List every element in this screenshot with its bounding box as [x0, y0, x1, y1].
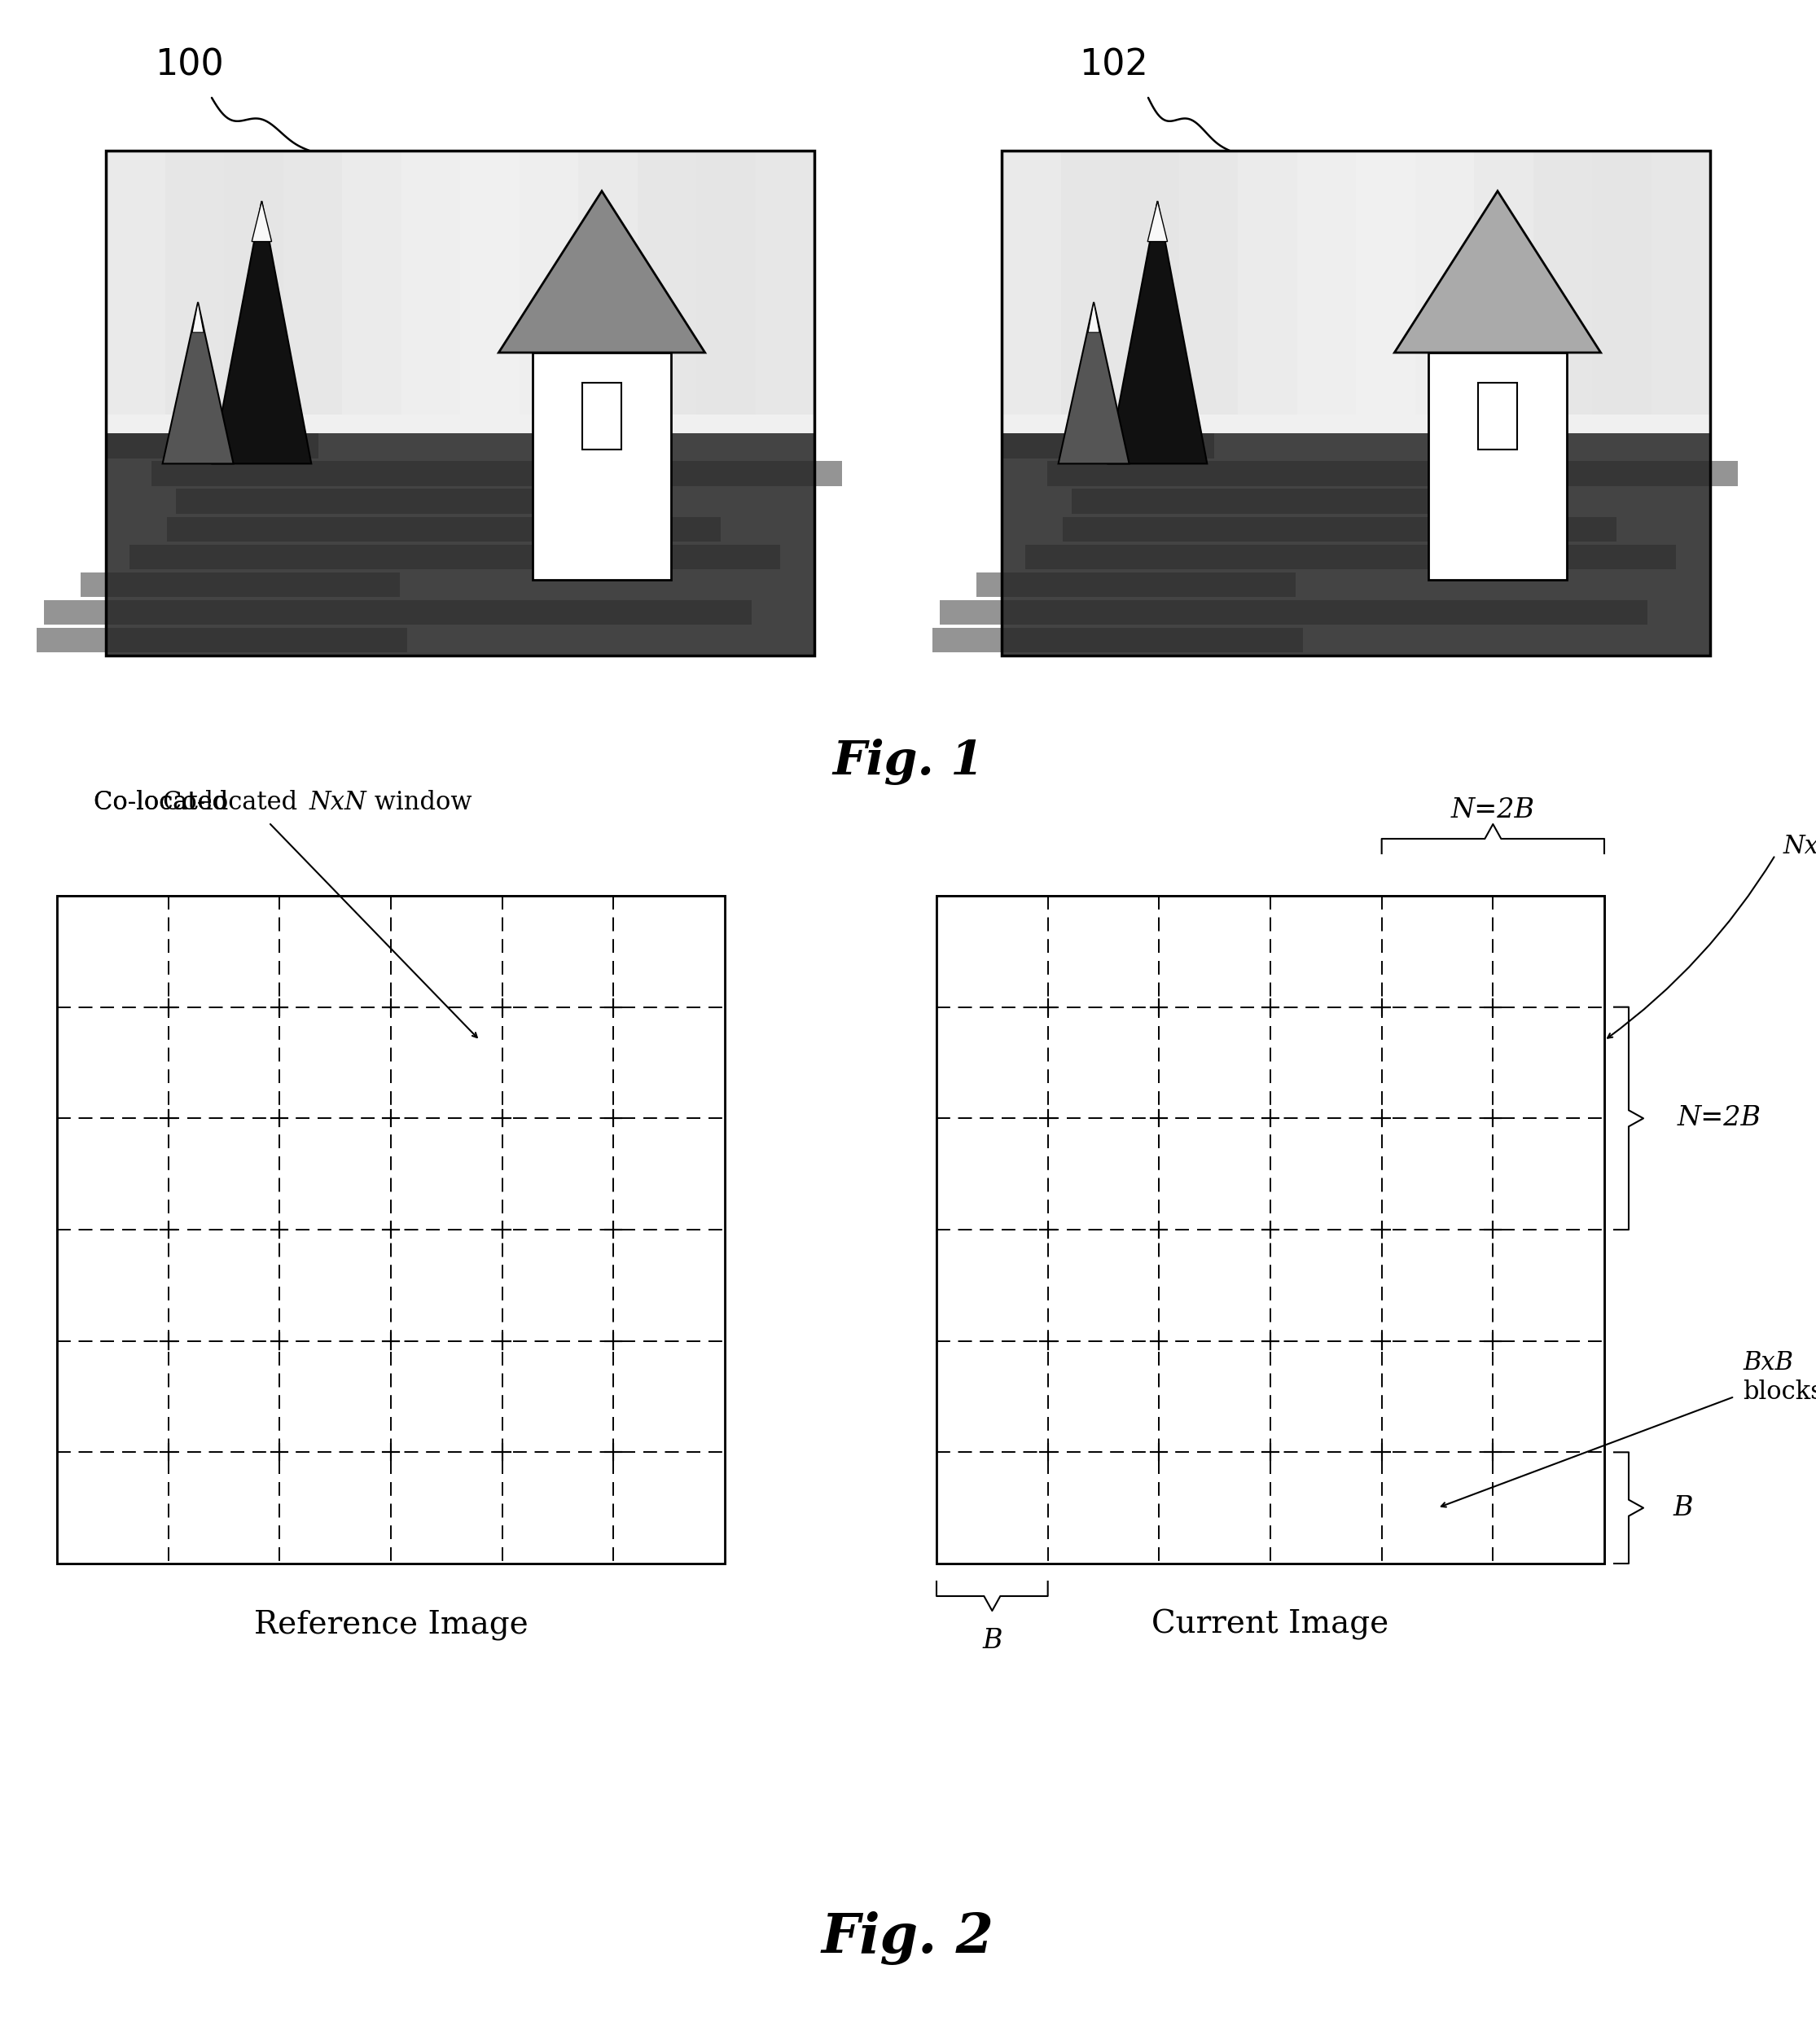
Bar	[755, 151, 814, 415]
Text: Reference Image: Reference Image	[254, 1609, 528, 1639]
Text: blocks: blocks	[1743, 1380, 1816, 1404]
Bar	[283, 151, 341, 415]
Bar	[1026, 544, 1676, 568]
Bar	[1239, 151, 1297, 415]
Polygon shape	[499, 190, 705, 354]
Bar	[1651, 151, 1711, 415]
Bar	[696, 151, 755, 415]
Text: 102: 102	[1079, 47, 1148, 82]
Text: Co-located: Co-located	[94, 789, 236, 816]
Text: B: B	[982, 1627, 1002, 1654]
Text: B: B	[1674, 1494, 1694, 1521]
Bar	[105, 151, 814, 656]
Text: 100: 100	[154, 47, 223, 82]
Polygon shape	[1108, 200, 1208, 464]
Bar	[941, 601, 1647, 625]
Bar	[459, 151, 519, 415]
Text: Current Image: Current Image	[1151, 1609, 1389, 1639]
Bar	[176, 489, 645, 513]
Polygon shape	[1148, 200, 1168, 241]
Polygon shape	[1395, 190, 1600, 354]
Bar	[1382, 1008, 1604, 1230]
Bar	[105, 151, 814, 444]
Bar	[1593, 151, 1651, 415]
Bar	[341, 151, 401, 415]
Bar	[1444, 1069, 1542, 1167]
Bar	[105, 433, 318, 458]
Bar	[165, 151, 223, 415]
Text: NxN: NxN	[309, 789, 367, 816]
Text: Fig. 2: Fig. 2	[821, 1911, 995, 1964]
Bar	[519, 151, 577, 415]
Bar	[1002, 433, 1711, 656]
Bar	[1062, 517, 1616, 542]
Bar	[532, 354, 672, 580]
Bar	[1297, 151, 1357, 415]
Bar	[977, 572, 1297, 597]
Polygon shape	[192, 303, 203, 333]
Bar	[1427, 354, 1567, 580]
Bar	[82, 572, 400, 597]
Polygon shape	[1088, 303, 1099, 333]
Bar	[1002, 151, 1711, 656]
Bar	[56, 895, 725, 1564]
Bar	[1533, 151, 1593, 415]
Bar	[1179, 151, 1239, 415]
Bar	[1071, 489, 1540, 513]
Bar	[44, 601, 752, 625]
Bar	[151, 462, 843, 486]
Bar	[1002, 433, 1215, 458]
Bar	[105, 151, 165, 415]
Bar	[1415, 151, 1475, 415]
Bar	[167, 517, 721, 542]
Bar	[577, 151, 637, 415]
Text: BxB: BxB	[1743, 1351, 1792, 1376]
Text: Co-located: Co-located	[163, 789, 305, 816]
Text: N=2B: N=2B	[1451, 797, 1535, 824]
Bar	[401, 151, 459, 415]
Text: Fig. 1: Fig. 1	[832, 738, 984, 785]
Text: Co-located: Co-located	[94, 789, 236, 816]
Bar	[1002, 151, 1711, 444]
Text: NxN: NxN	[1783, 834, 1816, 861]
Bar	[1048, 462, 1738, 486]
Polygon shape	[1059, 303, 1130, 464]
Bar	[1061, 151, 1120, 415]
Bar	[1357, 151, 1415, 415]
Polygon shape	[252, 200, 272, 241]
Bar	[1478, 382, 1518, 450]
Bar	[129, 544, 781, 568]
Bar	[937, 895, 1604, 1564]
Bar	[637, 151, 696, 415]
Bar	[105, 433, 814, 656]
Polygon shape	[212, 200, 311, 464]
Bar	[937, 895, 1604, 1564]
Polygon shape	[163, 303, 234, 464]
Bar	[36, 628, 407, 652]
Bar	[223, 151, 283, 415]
Bar	[1475, 151, 1533, 415]
Text: N=2B: N=2B	[1678, 1106, 1762, 1132]
Bar	[390, 1008, 614, 1230]
Bar	[581, 382, 621, 450]
Bar	[1002, 151, 1061, 415]
Bar	[56, 895, 725, 1564]
Bar	[932, 628, 1302, 652]
Bar	[454, 1069, 550, 1167]
Bar	[1120, 151, 1179, 415]
Text: window: window	[367, 789, 472, 816]
